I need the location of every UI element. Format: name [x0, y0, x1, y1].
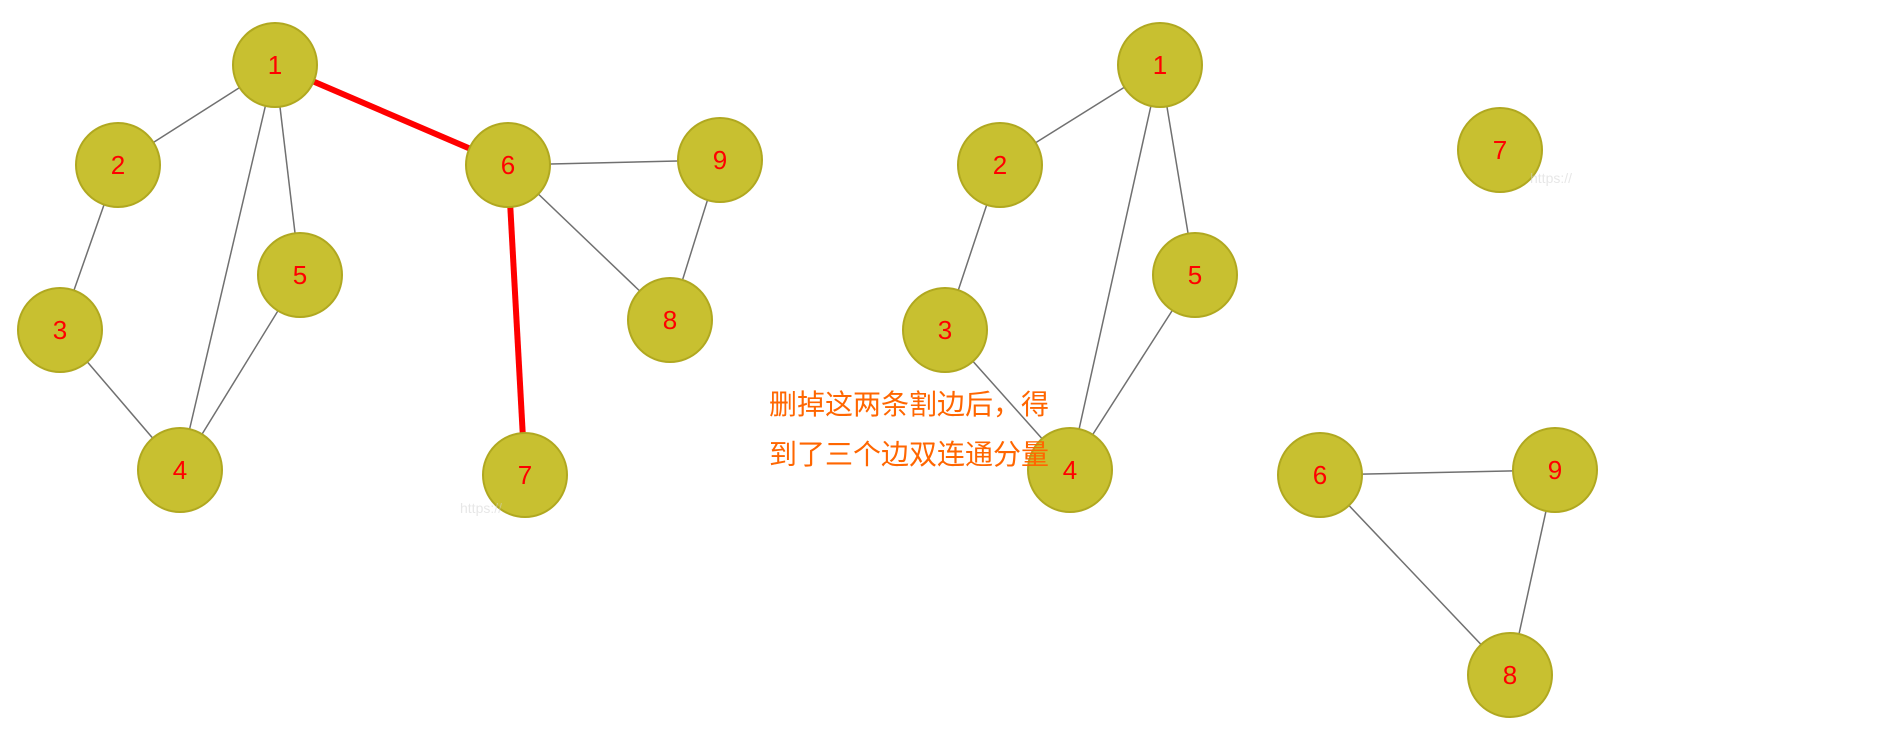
graph-node: 5	[1153, 233, 1237, 317]
node-label: 9	[1548, 455, 1562, 485]
explanation-caption: 删掉这两条割边后，得 到了三个边双连通分量	[769, 380, 1049, 481]
graph-node: 1	[1118, 23, 1202, 107]
node-label: 2	[993, 150, 1007, 180]
graph-node: 4	[138, 428, 222, 512]
node-label: 1	[1153, 50, 1167, 80]
node-label: 2	[111, 150, 125, 180]
graph-node: 2	[958, 123, 1042, 207]
graph-node: 8	[1468, 633, 1552, 717]
node-label: 4	[173, 455, 187, 485]
graph-node: 2	[76, 123, 160, 207]
graph-node: 5	[258, 233, 342, 317]
node-label: 5	[1188, 260, 1202, 290]
node-label: 6	[501, 150, 515, 180]
graph-canvas: 1 2 3 4 5 6 7 8 9 1 2 3 4 5 6 7 8 9	[0, 0, 1891, 750]
cut-edge	[508, 165, 525, 475]
watermark-text: https://	[1530, 170, 1572, 186]
graph-node: 9	[1513, 428, 1597, 512]
node-label: 5	[293, 260, 307, 290]
node-label: 1	[268, 50, 282, 80]
node-label: 4	[1063, 455, 1077, 485]
graph-node: 8	[628, 278, 712, 362]
node-label: 7	[518, 460, 532, 490]
watermark-text: https://	[460, 500, 502, 516]
graph-edge	[1070, 65, 1160, 470]
node-label: 7	[1493, 135, 1507, 165]
graph-node: 3	[903, 288, 987, 372]
node-label: 9	[713, 145, 727, 175]
graph-node: 9	[678, 118, 762, 202]
graph-node: 1	[233, 23, 317, 107]
node-label: 8	[663, 305, 677, 335]
node-label: 8	[1503, 660, 1517, 690]
node-label: 3	[938, 315, 952, 345]
graph-node: 3	[18, 288, 102, 372]
node-label: 6	[1313, 460, 1327, 490]
caption-line-2: 到了三个边双连通分量	[769, 430, 1049, 480]
node-label: 3	[53, 315, 67, 345]
graph-node: 6	[466, 123, 550, 207]
graph-node: 6	[1278, 433, 1362, 517]
caption-line-1: 删掉这两条割边后，得	[769, 380, 1049, 430]
